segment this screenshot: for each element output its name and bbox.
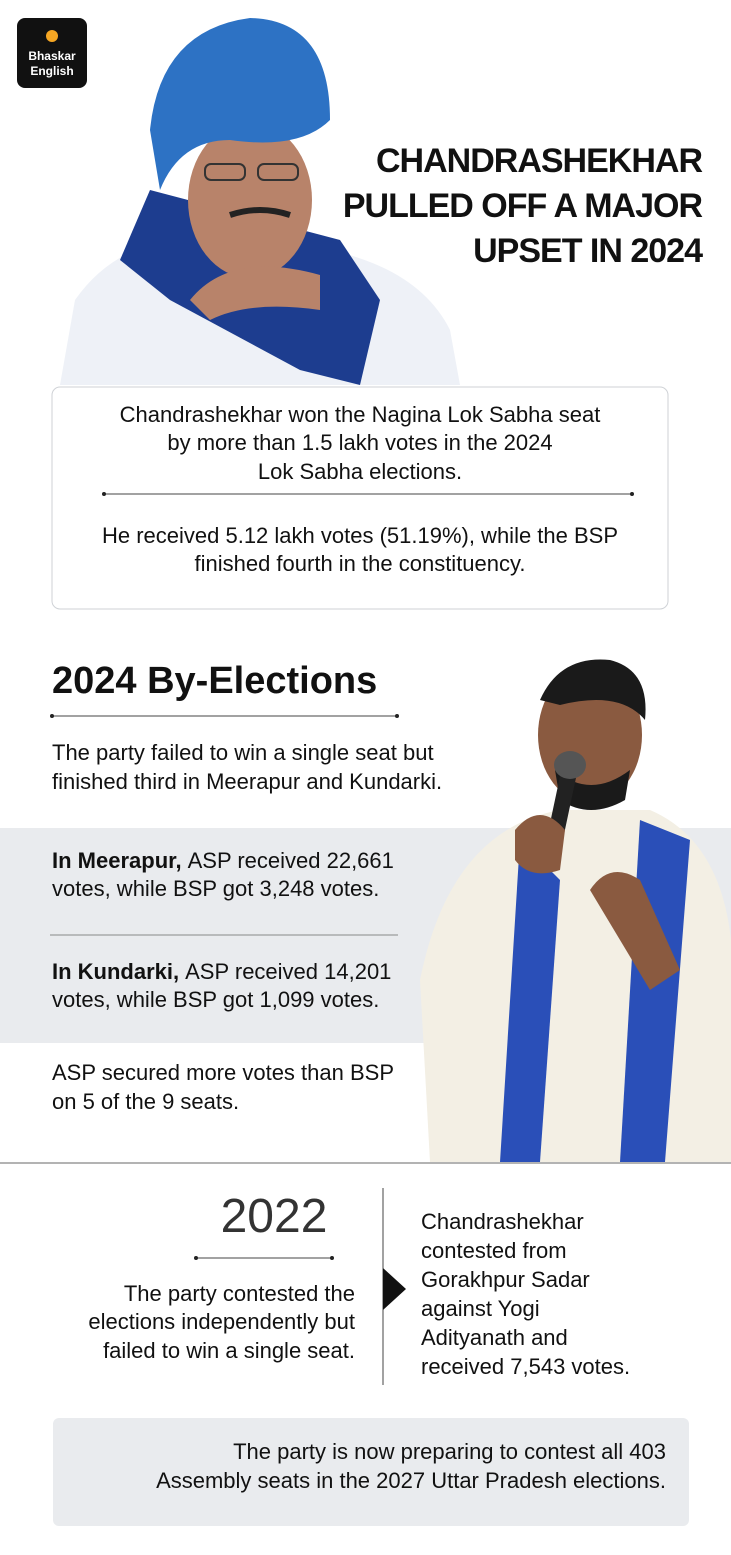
detail-text: Chandrashekhar (421, 1209, 584, 1234)
logo-box (17, 18, 87, 88)
result-line: ASP received 22,661 (188, 848, 394, 873)
headline: CHANDRASHEKHAR (376, 142, 702, 180)
result-text: In Meerapur, ASP received 22,661 (52, 848, 394, 873)
logo-text: Bhaskar (28, 49, 76, 63)
footer-text: Assembly seats in the 2027 Uttar Pradesh… (156, 1468, 666, 1493)
year-text: The party contested the (124, 1281, 355, 1306)
headline: PULLED OFF A MAJOR (343, 187, 703, 225)
summary-text: Lok Sabha elections. (258, 459, 462, 484)
divider (194, 1256, 334, 1260)
year-text: elections independently but (88, 1309, 355, 1334)
detail-text: Adityanath and (421, 1325, 568, 1350)
intro-text: finished third in Meerapur and Kundarki. (52, 769, 442, 794)
result-line: ASP received 14,201 (185, 959, 391, 984)
summary-text: finished fourth in the constituency. (194, 551, 525, 576)
portrait-photo-speaker (420, 659, 731, 1162)
detail-text: against Yogi (421, 1296, 540, 1321)
detail-text: Gorakhpur Sadar (421, 1267, 590, 1292)
intro-text: The party failed to win a single seat bu… (52, 740, 434, 765)
place-label: In Meerapur, (52, 848, 182, 873)
portrait-photo-top (60, 18, 460, 385)
summary-text: Chandrashekhar won the Nagina Lok Sabha … (120, 402, 601, 427)
closing-text: ASP secured more votes than BSP (52, 1060, 394, 1085)
footer-text: The party is now preparing to contest al… (233, 1439, 666, 1464)
result-text: In Kundarki, ASP received 14,201 (52, 959, 391, 984)
logo-sun (46, 30, 58, 42)
summary-text: by more than 1.5 lakh votes in the 2024 (167, 430, 552, 455)
footer-box (53, 1418, 689, 1526)
closing-text: on 5 of the 9 seats. (52, 1089, 239, 1114)
logo-text: English (30, 64, 73, 78)
arrow (383, 1268, 406, 1310)
headline: UPSET IN 2024 (473, 232, 703, 270)
detail-text: contested from (421, 1238, 567, 1263)
result-text: votes, while BSP got 1,099 votes. (52, 987, 379, 1012)
section-heading: 2024 By-Elections (52, 660, 377, 702)
year-label: 2022 (221, 1190, 328, 1243)
detail-text: received 7,543 votes. (421, 1354, 630, 1379)
summary-box (51, 386, 669, 610)
place-label: In Kundarki, (52, 959, 179, 984)
year-text: failed to win a single seat. (103, 1338, 355, 1363)
result-text: votes, while BSP got 3,248 votes. (52, 876, 379, 901)
divider (102, 492, 634, 496)
summary-text: He received 5.12 lakh votes (51.19%), wh… (102, 523, 618, 548)
divider (50, 714, 399, 718)
